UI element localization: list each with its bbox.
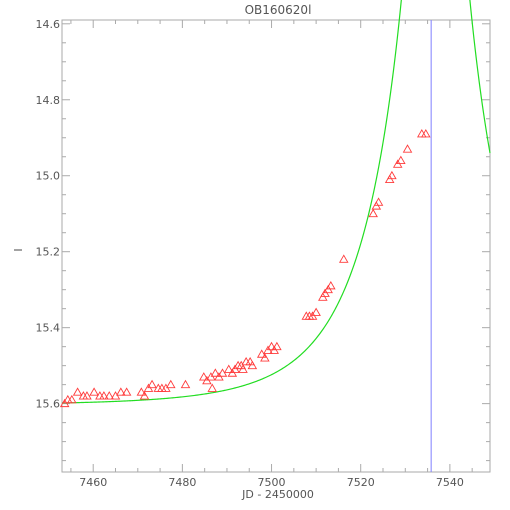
- y-axis-label: I: [12, 248, 25, 251]
- observation-point: [338, 254, 349, 263]
- axis-tick-labels: 7460 7480 7500 7520 7540 14.6 14.8 15.0 15.2 15.4…: [36, 18, 464, 489]
- y-tick-label: 14.8: [36, 94, 61, 107]
- observation-point: [67, 394, 77, 404]
- observation-point: [396, 155, 406, 164]
- observation-point: [238, 364, 248, 373]
- observation-point: [210, 368, 221, 377]
- model-curve: [61, 0, 491, 404]
- observation-point: [245, 356, 255, 366]
- observation-point: [387, 170, 397, 180]
- observation-point: [266, 341, 277, 351]
- observation-point: [260, 353, 270, 362]
- observation-point: [136, 387, 147, 396]
- observation-point: [139, 391, 150, 400]
- plot-frame: [61, 19, 491, 473]
- y-tick-label: 14.6: [36, 18, 61, 31]
- observation-point: [99, 391, 109, 400]
- y-tick-label: 15.6: [36, 398, 61, 411]
- observation-points: [59, 129, 431, 408]
- observation-point: [147, 379, 157, 389]
- axis-ticks: [62, 20, 490, 472]
- observation-point: [198, 372, 209, 381]
- observation-point: [241, 356, 251, 366]
- observation-point: [116, 387, 126, 396]
- x-tick-label: 7540: [436, 476, 464, 489]
- observation-point: [121, 387, 132, 396]
- observation-point: [368, 208, 378, 218]
- observation-point: [82, 391, 92, 400]
- observation-point: [89, 387, 99, 396]
- observation-point: [326, 280, 336, 290]
- y-tick-label: 15.0: [36, 170, 61, 183]
- y-tick-label: 15.2: [36, 246, 61, 259]
- observation-point: [180, 379, 191, 389]
- x-tick-label: 7500: [258, 476, 286, 489]
- observation-point: [311, 307, 321, 316]
- observation-point: [166, 379, 176, 389]
- x-tick-label: 7460: [79, 476, 107, 489]
- observation-point: [223, 364, 234, 373]
- observation-point: [104, 391, 115, 400]
- observation-point: [247, 360, 258, 370]
- observation-point: [417, 129, 427, 138]
- y-tick-label: 15.4: [36, 322, 61, 335]
- x-tick-label: 7480: [168, 476, 196, 489]
- observation-point: [402, 144, 413, 153]
- x-tick-label: 7520: [347, 476, 375, 489]
- x-axis-label: JD - 2450000: [241, 488, 314, 501]
- observation-point: [373, 197, 384, 206]
- observation-point: [272, 341, 282, 351]
- chart-title: OB160620l: [245, 3, 312, 17]
- observation-point: [421, 129, 431, 138]
- observation-point: [72, 387, 83, 396]
- observation-point: [207, 383, 218, 392]
